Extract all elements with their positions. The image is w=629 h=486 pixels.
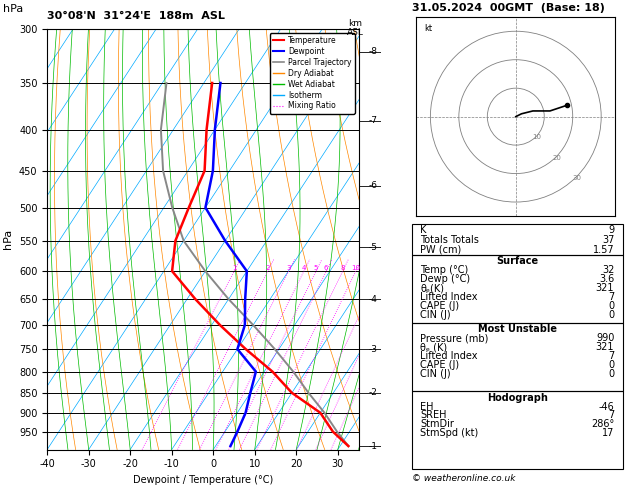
Text: hPa: hPa bbox=[3, 4, 23, 14]
Text: StmSpd (kt): StmSpd (kt) bbox=[420, 428, 479, 438]
Text: 20: 20 bbox=[552, 155, 561, 161]
Text: EH: EH bbox=[420, 401, 434, 412]
Bar bbox=[412, 224, 623, 255]
Text: 0: 0 bbox=[608, 360, 615, 370]
Text: 3.6: 3.6 bbox=[599, 274, 615, 284]
Text: 30°08'N  31°24'E  188m  ASL: 30°08'N 31°24'E 188m ASL bbox=[47, 12, 225, 21]
Text: 1: 1 bbox=[232, 265, 237, 271]
Text: Lifted Index: Lifted Index bbox=[420, 292, 478, 302]
Text: 10: 10 bbox=[532, 134, 541, 140]
Text: 7: 7 bbox=[608, 292, 615, 302]
Text: 321: 321 bbox=[596, 283, 615, 293]
Text: Totals Totals: Totals Totals bbox=[420, 235, 479, 245]
Text: 30: 30 bbox=[573, 175, 582, 181]
Text: 0: 0 bbox=[608, 369, 615, 379]
Text: 7: 7 bbox=[608, 411, 615, 420]
Text: -46: -46 bbox=[599, 401, 615, 412]
Text: 2: 2 bbox=[265, 265, 270, 271]
Text: K: K bbox=[420, 225, 427, 235]
Text: 9: 9 bbox=[608, 225, 615, 235]
Text: -2: -2 bbox=[369, 388, 377, 397]
Legend: Temperature, Dewpoint, Parcel Trajectory, Dry Adiabat, Wet Adiabat, Isotherm, Mi: Temperature, Dewpoint, Parcel Trajectory… bbox=[270, 33, 355, 114]
Text: 286°: 286° bbox=[591, 419, 615, 429]
Bar bbox=[412, 323, 623, 391]
X-axis label: Dewpoint / Temperature (°C): Dewpoint / Temperature (°C) bbox=[133, 475, 273, 485]
Text: Dewp (°C): Dewp (°C) bbox=[420, 274, 470, 284]
Text: Most Unstable: Most Unstable bbox=[478, 325, 557, 334]
Text: Surface: Surface bbox=[496, 256, 538, 266]
Text: -7: -7 bbox=[368, 116, 377, 125]
Text: Pressure (mb): Pressure (mb) bbox=[420, 333, 489, 344]
Bar bbox=[412, 391, 623, 469]
Text: 37: 37 bbox=[602, 235, 615, 245]
Text: 4: 4 bbox=[302, 265, 306, 271]
Text: © weatheronline.co.uk: © weatheronline.co.uk bbox=[412, 474, 516, 483]
Text: CIN (J): CIN (J) bbox=[420, 310, 451, 320]
Text: 10: 10 bbox=[351, 265, 360, 271]
Text: 1.57: 1.57 bbox=[593, 244, 615, 255]
Text: 8: 8 bbox=[340, 265, 345, 271]
Text: SREH: SREH bbox=[420, 411, 447, 420]
Text: StmDir: StmDir bbox=[420, 419, 454, 429]
Text: kt: kt bbox=[425, 24, 433, 33]
Text: 31.05.2024  00GMT  (Base: 18): 31.05.2024 00GMT (Base: 18) bbox=[412, 3, 605, 13]
Bar bbox=[412, 255, 623, 323]
Text: -5: -5 bbox=[368, 243, 377, 252]
Text: -3: -3 bbox=[368, 345, 377, 354]
Text: 6: 6 bbox=[324, 265, 328, 271]
Text: CAPE (J): CAPE (J) bbox=[420, 360, 460, 370]
Text: 17: 17 bbox=[602, 428, 615, 438]
Text: Temp (°C): Temp (°C) bbox=[420, 265, 469, 275]
Y-axis label: hPa: hPa bbox=[3, 229, 13, 249]
Text: 5: 5 bbox=[314, 265, 318, 271]
Text: 0: 0 bbox=[608, 301, 615, 311]
Text: PW (cm): PW (cm) bbox=[420, 244, 462, 255]
Text: Lifted Index: Lifted Index bbox=[420, 351, 478, 361]
Text: 32: 32 bbox=[602, 265, 615, 275]
Text: θₑ(K): θₑ(K) bbox=[420, 283, 445, 293]
Text: -4: -4 bbox=[369, 295, 377, 304]
Text: θₑ (K): θₑ (K) bbox=[420, 342, 448, 352]
Text: -1: -1 bbox=[368, 442, 377, 451]
Text: 0: 0 bbox=[608, 310, 615, 320]
Text: -6: -6 bbox=[368, 181, 377, 191]
Text: CIN (J): CIN (J) bbox=[420, 369, 451, 379]
Text: km
ASL: km ASL bbox=[347, 19, 364, 37]
Text: 3: 3 bbox=[286, 265, 291, 271]
Text: 321: 321 bbox=[596, 342, 615, 352]
Text: -8: -8 bbox=[368, 47, 377, 56]
Text: 990: 990 bbox=[596, 333, 615, 344]
Text: 7: 7 bbox=[608, 351, 615, 361]
Text: Hodograph: Hodograph bbox=[487, 393, 548, 402]
Text: CAPE (J): CAPE (J) bbox=[420, 301, 460, 311]
